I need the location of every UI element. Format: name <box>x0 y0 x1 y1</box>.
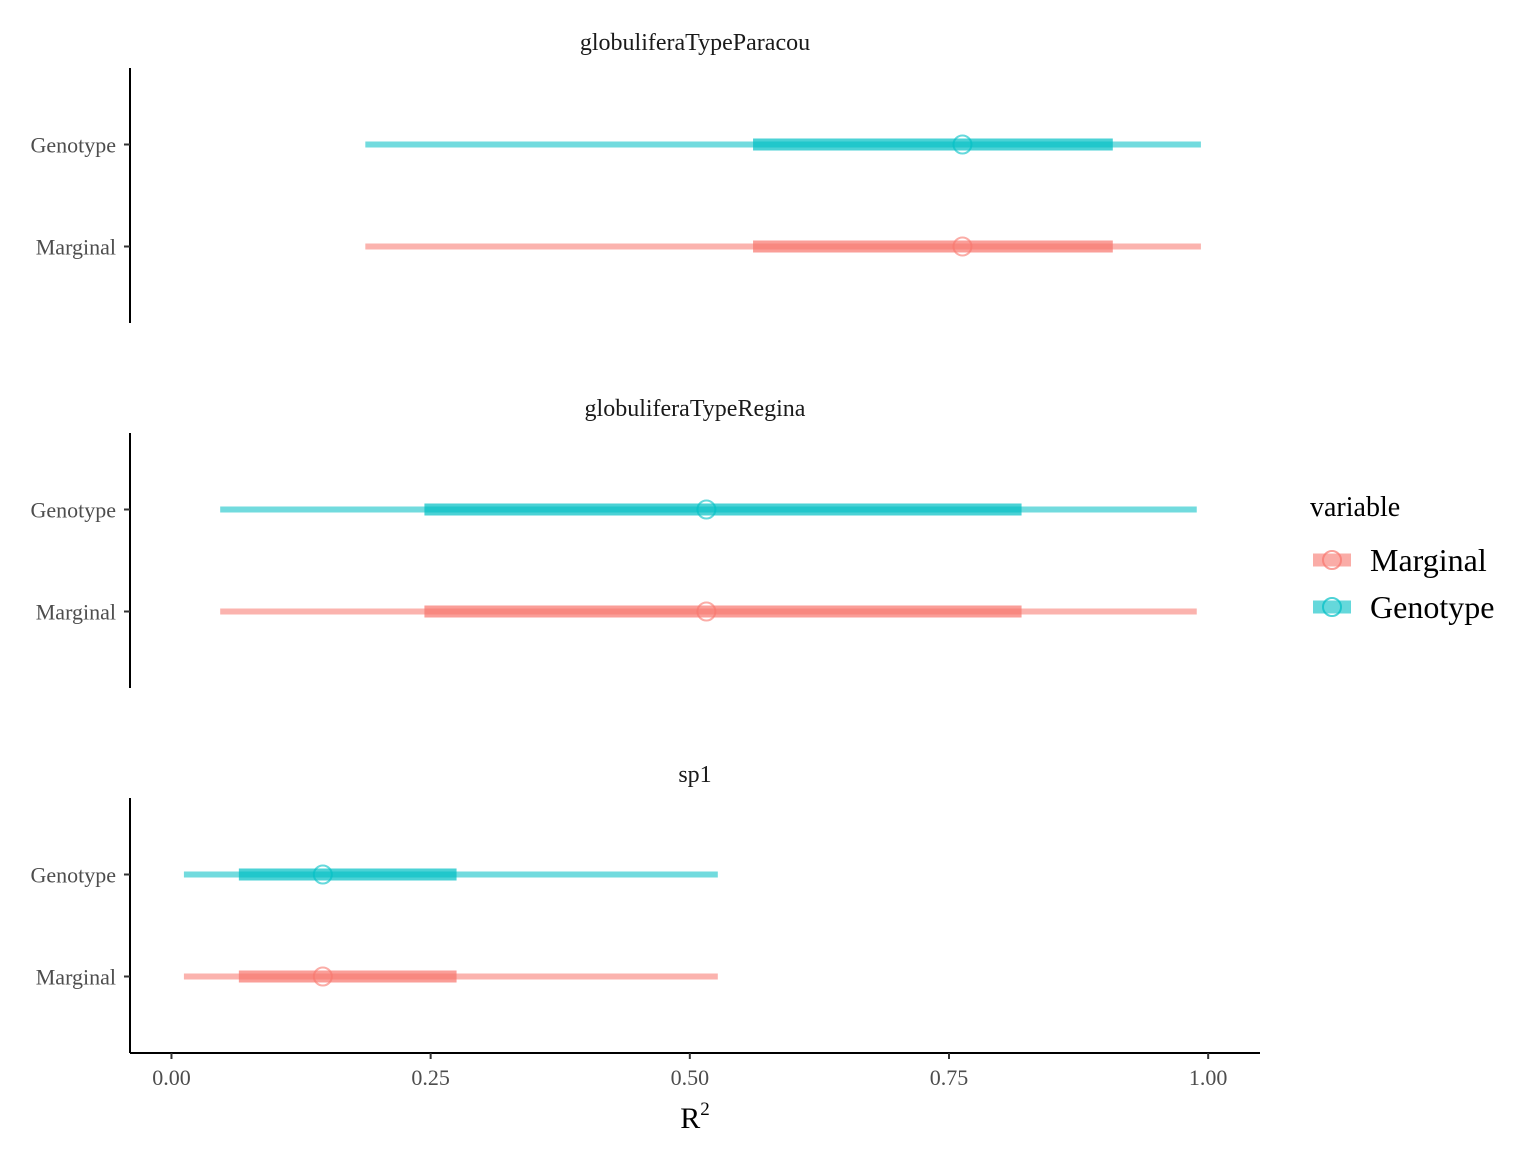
legend-key-point <box>1322 550 1342 570</box>
y-tick-label: Marginal <box>36 235 116 260</box>
legend-title: variable <box>1310 492 1400 523</box>
legend-label: Marginal <box>1370 542 1487 578</box>
y-tick-label: Genotype <box>30 498 116 523</box>
facet-panel: globuliferaTypeRegina Genotype Marginal <box>30 396 1197 688</box>
x-tick-label: 0.25 <box>411 1065 450 1090</box>
point-estimate <box>696 499 717 520</box>
facet-title: sp1 <box>678 762 711 788</box>
x-axis: 0.00 0.25 0.50 0.75 1.00 <box>130 1052 1260 1090</box>
facet-panel: sp1 Genotype Marginal <box>30 762 718 1053</box>
legend-key-point <box>1322 597 1342 617</box>
legend-item: Marginal <box>1313 542 1487 578</box>
point-estimate <box>312 864 333 885</box>
y-tick-label: Genotype <box>30 863 116 888</box>
y-tick-label: Marginal <box>36 600 116 625</box>
point-estimate <box>952 134 973 155</box>
point-estimate <box>696 601 717 622</box>
legend-label: Genotype <box>1370 589 1494 625</box>
x-tick-label: 0.75 <box>930 1065 969 1090</box>
x-axis-title-text: R <box>680 1102 700 1135</box>
facets: globuliferaTypeParacouGenotypeMarginalgl… <box>30 30 1201 1053</box>
point-estimate <box>952 236 973 257</box>
x-tick-label: 0.50 <box>671 1065 710 1090</box>
point-estimate <box>312 966 333 987</box>
x-tick-label: 0.00 <box>152 1065 191 1090</box>
legend: variable Marginal Genotype <box>1310 492 1494 625</box>
facet-title: globuliferaTypeRegina <box>585 396 806 422</box>
y-tick-label: Marginal <box>36 965 116 990</box>
facet-title: globuliferaTypeParacou <box>580 30 810 56</box>
x-axis-title-superscript: 2 <box>700 1099 710 1120</box>
legend-item: Genotype <box>1313 589 1494 625</box>
x-axis-title: R2 <box>680 1099 710 1135</box>
x-tick-label: 1.00 <box>1189 1065 1228 1090</box>
facet-panel: globuliferaTypeParacou Genotype Marginal <box>30 30 1201 323</box>
y-tick-label: Genotype <box>30 133 116 158</box>
